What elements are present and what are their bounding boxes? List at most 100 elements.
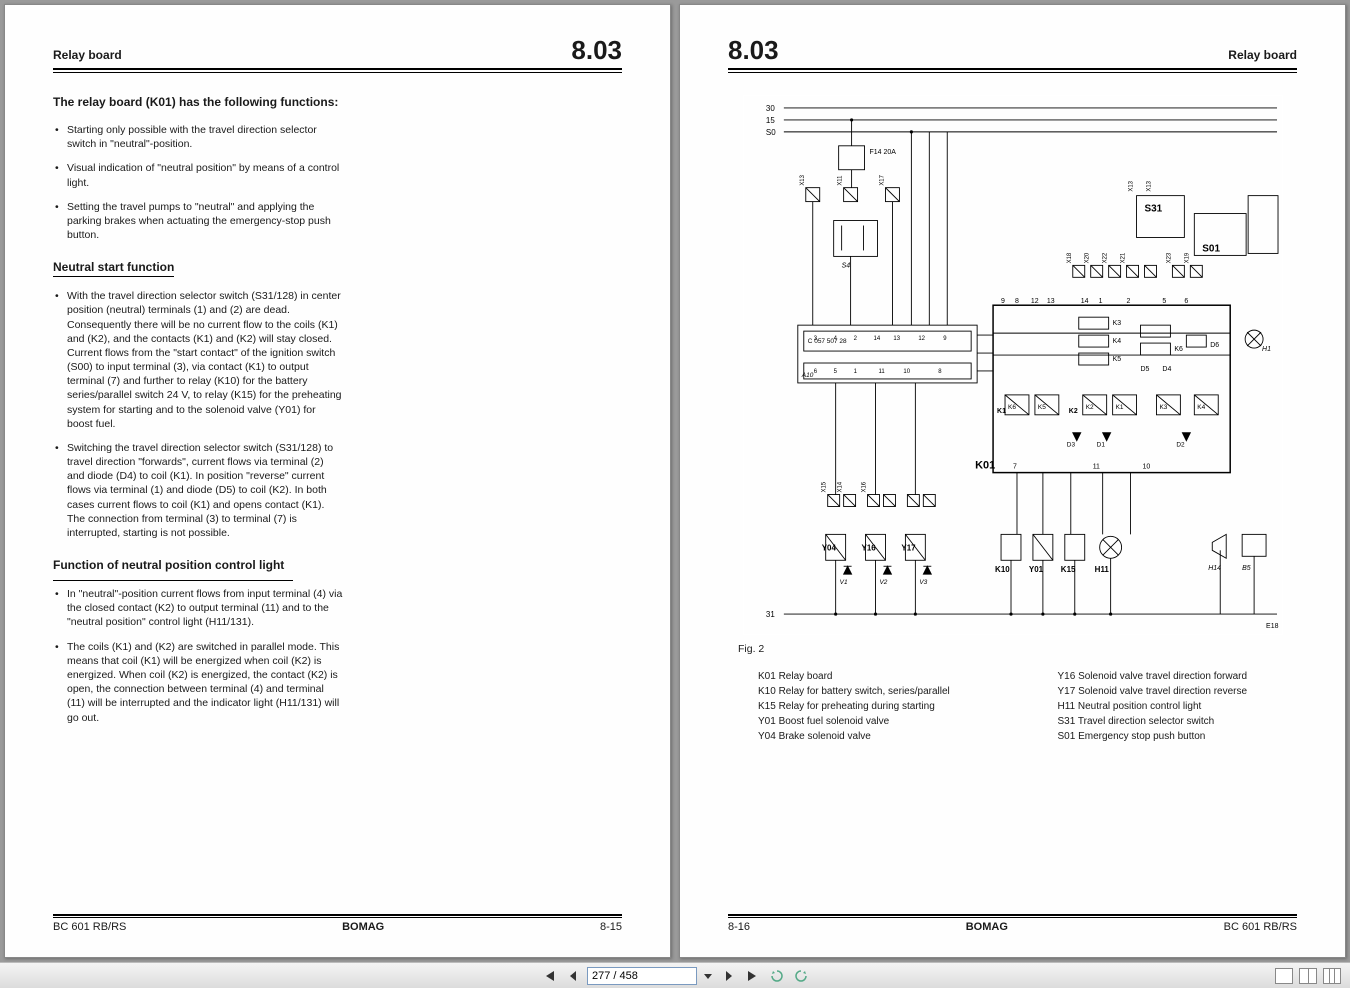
svg-text:K01: K01 xyxy=(975,460,995,472)
svg-text:13: 13 xyxy=(1046,298,1054,305)
list-item: In "neutral"-position current flows from… xyxy=(53,587,343,630)
svg-text:D4: D4 xyxy=(1162,366,1171,373)
diagram-legend: K01 Relay board K10 Relay for battery sw… xyxy=(758,669,1297,744)
svg-text:10: 10 xyxy=(903,369,910,375)
page-header: 8.03 Relay board xyxy=(728,35,1297,70)
svg-text:K6: K6 xyxy=(1174,346,1183,353)
svg-text:X11: X11 xyxy=(837,175,843,186)
svg-text:S31: S31 xyxy=(1144,204,1162,215)
svg-text:7: 7 xyxy=(1013,464,1017,471)
page-footer: 8-16 BOMAG BC 601 RB/RS xyxy=(728,914,1297,933)
header-title: Relay board xyxy=(53,48,122,62)
legend-item: K15 Relay for preheating during starting xyxy=(758,699,998,714)
svg-text:8: 8 xyxy=(938,369,942,375)
rotate-ccw-button[interactable] xyxy=(767,966,787,986)
svg-text:D3: D3 xyxy=(1066,442,1075,449)
continuous-view-button[interactable] xyxy=(1322,966,1342,986)
svg-text:10: 10 xyxy=(1142,464,1150,471)
page-number-input[interactable] xyxy=(587,967,697,985)
svg-text:X13: X13 xyxy=(1146,180,1152,191)
svg-text:X14: X14 xyxy=(837,481,843,492)
svg-text:K6: K6 xyxy=(1008,404,1016,411)
page-body: The relay board (K01) has the following … xyxy=(53,95,622,914)
svg-text:11: 11 xyxy=(878,369,885,375)
legend-item: Y16 Solenoid valve travel direction forw… xyxy=(1058,669,1298,684)
pdf-toolbar xyxy=(0,962,1350,988)
rotate-cw-button[interactable] xyxy=(791,966,811,986)
header-title: Relay board xyxy=(1228,48,1297,62)
svg-text:2: 2 xyxy=(1126,298,1130,305)
footer-page-num: 8-16 xyxy=(728,921,750,933)
heading-functions: The relay board (K01) has the following … xyxy=(53,95,338,111)
legend-item: Y04 Brake solenoid valve xyxy=(758,729,998,744)
list-item: Setting the travel pumps to "neutral" an… xyxy=(53,200,343,243)
svg-text:11: 11 xyxy=(1092,464,1099,471)
next-page-button[interactable] xyxy=(719,966,739,986)
svg-text:K5: K5 xyxy=(1037,404,1045,411)
svg-text:K5: K5 xyxy=(1112,356,1121,363)
prev-page-button[interactable] xyxy=(563,966,583,986)
figure-caption: Fig. 2 xyxy=(738,643,1297,655)
page-right: 8.03 Relay board xyxy=(679,4,1346,958)
footer-page-num: 8-15 xyxy=(600,921,622,933)
svg-text:K15: K15 xyxy=(1060,565,1075,574)
list-item: With the travel direction selector switc… xyxy=(53,289,343,431)
svg-text:2: 2 xyxy=(853,336,857,342)
svg-text:Y04: Y04 xyxy=(821,543,836,552)
svg-text:X20: X20 xyxy=(1084,252,1090,263)
legend-item: Y17 Solenoid valve travel direction reve… xyxy=(1058,684,1298,699)
svg-text:X22: X22 xyxy=(1102,252,1108,263)
list-functions: Starting only possible with the travel d… xyxy=(53,123,343,242)
rail-label: 31 xyxy=(765,610,774,619)
svg-text:S01: S01 xyxy=(1202,243,1220,254)
svg-text:1: 1 xyxy=(1098,298,1102,305)
svg-text:D2: D2 xyxy=(1176,442,1185,449)
svg-text:6: 6 xyxy=(813,369,817,375)
page-header: Relay board 8.03 xyxy=(53,35,622,70)
svg-text:14: 14 xyxy=(1080,298,1088,305)
page-spread: Relay board 8.03 The relay board (K01) h… xyxy=(0,0,1350,962)
rail-label: 30 xyxy=(765,104,774,113)
svg-text:B5: B5 xyxy=(1242,565,1251,572)
svg-text:X13: X13 xyxy=(1128,180,1134,191)
svg-text:H1: H1 xyxy=(1262,346,1271,353)
list-item: Visual indication of "neutral position" … xyxy=(53,161,343,189)
page-footer: BC 601 RB/RS BOMAG 8-15 xyxy=(53,914,622,933)
list-control-light: In "neutral"-position current flows from… xyxy=(53,587,343,725)
header-section-number: 8.03 xyxy=(728,35,779,66)
svg-text:K3: K3 xyxy=(1112,320,1121,327)
svg-text:X15: X15 xyxy=(821,481,827,492)
facing-pages-view-button[interactable] xyxy=(1298,966,1318,986)
legend-item: S01 Emergency stop push button xyxy=(1058,729,1298,744)
footer-brand: BOMAG xyxy=(342,921,384,933)
svg-text:D6: D6 xyxy=(1210,342,1219,349)
page-left: Relay board 8.03 The relay board (K01) h… xyxy=(4,4,671,958)
last-page-button[interactable] xyxy=(743,966,763,986)
svg-text:K1: K1 xyxy=(997,408,1006,415)
page-body: 30 15 S0 31 F14 20A S4 S31 S01 C 057 507… xyxy=(728,95,1297,914)
legend-item: Y01 Boost fuel solenoid valve xyxy=(758,714,998,729)
list-item: Starting only possible with the travel d… xyxy=(53,123,343,151)
svg-text:K2: K2 xyxy=(1068,408,1077,415)
svg-text:K4: K4 xyxy=(1197,404,1205,411)
svg-text:H14: H14 xyxy=(1208,565,1221,572)
heading-control-light: Function of neutral position control lig… xyxy=(53,558,313,574)
svg-text:9: 9 xyxy=(943,336,947,342)
legend-item: S31 Travel direction selector switch xyxy=(1058,714,1298,729)
svg-text:X17: X17 xyxy=(879,174,885,185)
page-dropdown-button[interactable] xyxy=(701,966,715,986)
footer-brand: BOMAG xyxy=(966,921,1008,933)
svg-text:8: 8 xyxy=(1014,298,1018,305)
svg-text:K4: K4 xyxy=(1112,338,1121,345)
svg-text:F14 20A: F14 20A xyxy=(869,149,896,156)
svg-text:1: 1 xyxy=(853,369,857,375)
first-page-button[interactable] xyxy=(539,966,559,986)
svg-text:K3: K3 xyxy=(1159,404,1167,411)
svg-text:X21: X21 xyxy=(1120,252,1126,263)
svg-text:H11: H11 xyxy=(1094,565,1109,574)
svg-text:V1: V1 xyxy=(839,579,847,586)
single-page-view-button[interactable] xyxy=(1274,966,1294,986)
svg-text:6: 6 xyxy=(1184,298,1188,305)
legend-item: K01 Relay board xyxy=(758,669,998,684)
list-item: Switching the travel direction selector … xyxy=(53,441,343,540)
